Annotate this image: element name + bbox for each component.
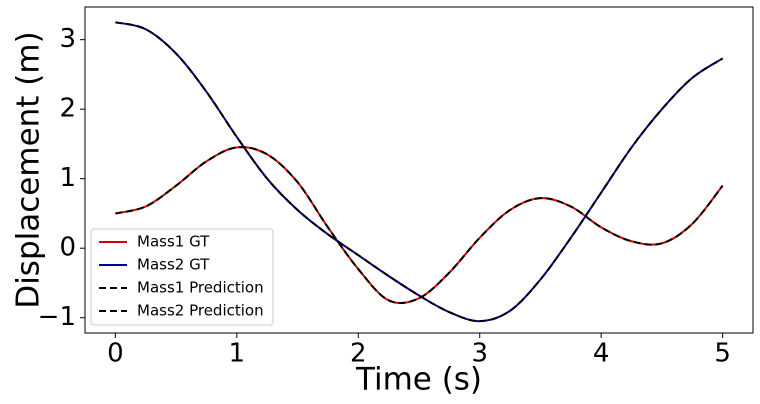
legend-label: Mass1 Prediction (137, 279, 264, 297)
x-tick-label: 2 (350, 339, 367, 369)
line (115, 146, 724, 305)
x-tick-label: 3 (471, 339, 488, 369)
x-axis-label: Time (s) (355, 362, 482, 398)
x-tick-label: 1 (229, 339, 246, 369)
legend-label: Mass2 GT (137, 256, 210, 274)
y-tick-label: 3 (59, 24, 76, 54)
legend: Mass1 GT Mass2 GT Mass1 Prediction Mass2 Pr… (90, 228, 274, 326)
y-tick-label: 2 (59, 94, 76, 124)
line (115, 21, 724, 323)
y-tick-label: 1 (59, 163, 76, 193)
x-tick-label: 4 (593, 339, 610, 369)
legend-label: Mass2 Prediction (137, 302, 264, 320)
legend-label: Mass1 GT (137, 233, 210, 251)
y-tick-label: 0 (59, 233, 76, 263)
legend-box (90, 228, 274, 326)
x-tick-label: 5 (714, 339, 731, 369)
x-tick-label: 0 (107, 339, 124, 369)
y-tick-label: −1 (38, 302, 76, 332)
y-axis-label: Displacement (m) (11, 31, 47, 308)
plot-frame (84, 6, 754, 334)
